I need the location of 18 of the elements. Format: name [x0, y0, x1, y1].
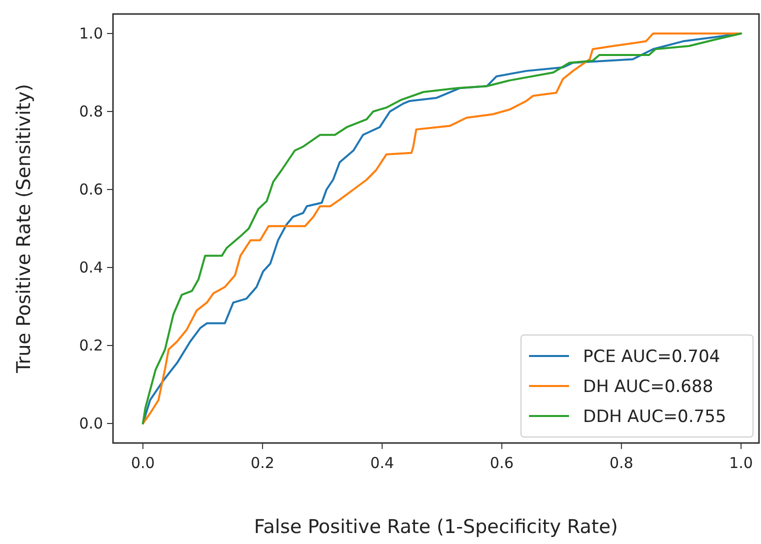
x-tick-label: 0.0: [130, 454, 155, 472]
y-tick-label: 0.0: [79, 414, 103, 432]
x-tick-label: 0.4: [370, 454, 394, 472]
legend-label: DH AUC=0.688: [583, 377, 714, 397]
y-tick-label: 0.2: [79, 336, 103, 354]
line-series: [142, 32, 742, 424]
legend-label: PCE AUC=0.704: [583, 347, 720, 367]
y-tick-label: 0.4: [79, 258, 103, 276]
legend-label: DDH AUC=0.755: [583, 407, 726, 427]
y-tick-label: 0.6: [79, 180, 103, 198]
x-tick-label: 0.6: [490, 454, 514, 472]
y-axis-title: True Positive Rate (Sensitivity): [13, 84, 35, 374]
y-tick-label: 0.8: [79, 102, 103, 120]
x-tick-label: 1.0: [729, 454, 753, 472]
x-tick-label: 0.2: [250, 454, 274, 472]
y-tick-label: 1.0: [79, 24, 103, 42]
x-tick-label: 0.8: [609, 454, 634, 472]
x-axis-title: False Positive Rate (1-Specificity Rate): [254, 516, 618, 538]
